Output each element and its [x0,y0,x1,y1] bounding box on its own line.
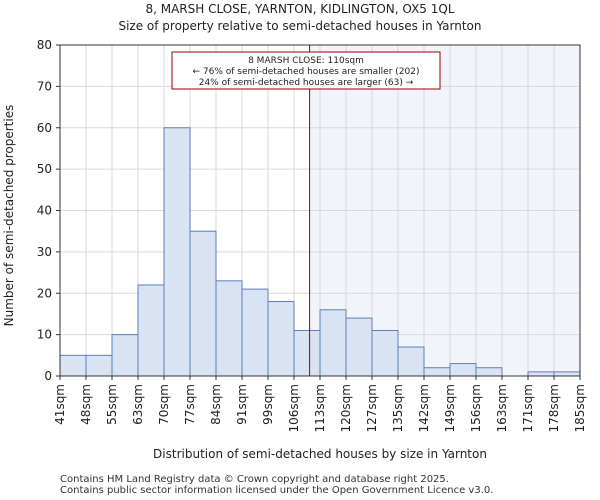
histogram-bar [85,354,113,377]
y-tick-label: 50 [37,162,52,176]
histogram-bar [423,367,451,377]
chart-title: 8, MARSH CLOSE, YARNTON, KIDLINGTON, OX5… [145,2,455,16]
x-tick-label: 171sqm [521,384,535,432]
x-tick-label: 149sqm [443,384,457,432]
footer-copyright: Contains HM Land Registry data © Crown c… [60,474,449,485]
x-tick-label: 178sqm [547,384,561,432]
histogram-bar [267,301,295,377]
annotation-box [171,51,441,90]
x-tick-label: 127sqm [365,384,379,432]
histogram-bar [137,284,165,377]
y-tick-label: 20 [37,286,52,300]
histogram-bar [527,371,555,377]
histogram-bar [241,288,269,377]
x-tick-label: 70sqm [157,384,171,425]
x-tick-label: 77sqm [183,384,197,425]
x-tick-label: 135sqm [391,384,405,432]
x-tick-label: 48sqm [79,384,93,425]
histogram-bar [293,329,321,377]
histogram-bar [371,329,399,377]
histogram-bar [59,354,87,377]
histogram-bar [111,334,139,377]
histogram-bar [345,317,373,377]
y-tick-label: 70 [37,79,52,93]
x-tick-label: 185sqm [573,384,587,432]
x-tick-label: 113sqm [313,384,327,432]
x-axis-title: Distribution of semi-detached houses by … [153,447,487,461]
histogram-bar [319,309,347,377]
x-tick-label: 142sqm [417,384,431,432]
histogram-bar [475,367,503,377]
x-tick-label: 41sqm [53,384,67,425]
histogram-bar [553,371,581,377]
annotation-line: 8 MARSH CLOSE: 110sqm [248,56,364,66]
y-tick-label: 30 [37,245,52,259]
y-tick-label: 0 [44,369,52,383]
x-tick-label: 84sqm [209,384,223,425]
y-tick-label: 60 [37,121,52,135]
histogram-bar [163,127,191,377]
x-tick-label: 99sqm [261,384,275,425]
x-tick-label: 163sqm [495,384,509,432]
x-tick-label: 55sqm [105,384,119,425]
x-tick-label: 106sqm [287,384,301,432]
histogram-bar [189,230,217,377]
footer-licence: Contains public sector information licen… [60,485,494,496]
annotation-line: 24% of semi-detached houses are larger (… [199,78,414,88]
y-tick-label: 40 [37,204,52,218]
annotation-line: ← 76% of semi-detached houses are smalle… [193,67,420,77]
histogram-bar [449,363,477,377]
histogram-bar [397,346,425,377]
x-tick-label: 63sqm [131,384,145,425]
x-tick-label: 120sqm [339,384,353,432]
histogram-bar [215,280,243,377]
y-tick-label: 80 [37,38,52,52]
x-tick-label: 156sqm [469,384,483,432]
chart-subtitle: Size of property relative to semi-detach… [118,19,482,33]
x-tick-label: 91sqm [235,384,249,425]
y-axis-title: Number of semi-detached properties [2,105,16,327]
y-tick-label: 10 [37,328,52,342]
